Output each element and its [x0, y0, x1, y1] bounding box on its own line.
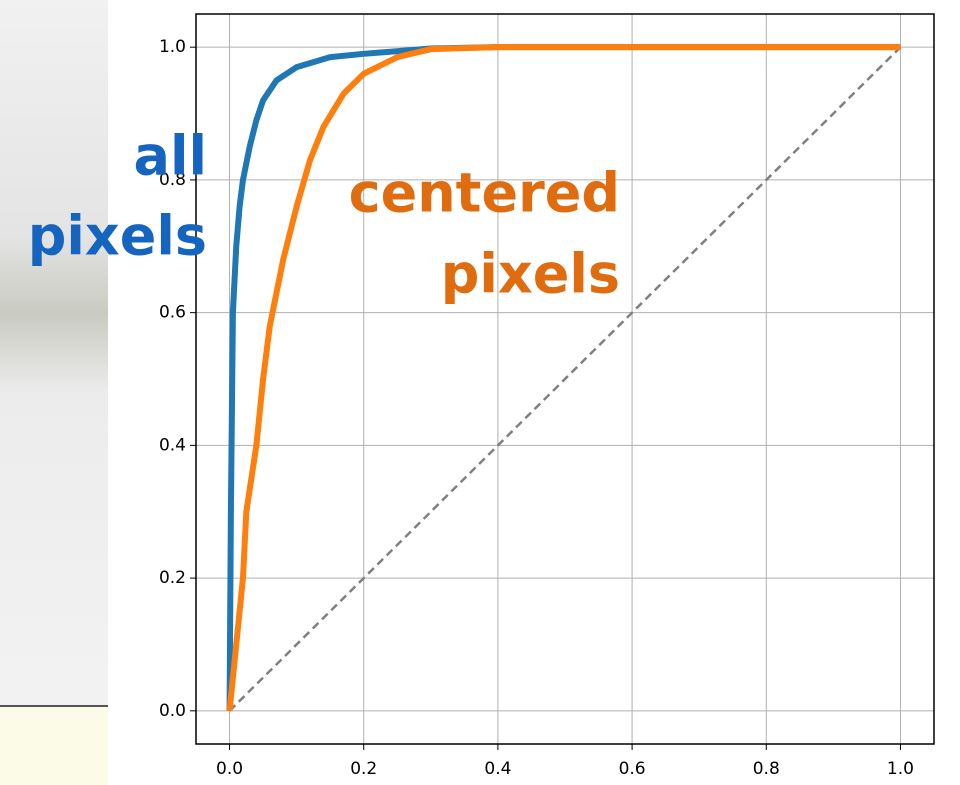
annotation: centered — [349, 162, 620, 225]
x-tick-label: 1.0 — [887, 759, 914, 779]
y-tick-label: 0.8 — [159, 170, 186, 190]
background-box — [0, 705, 110, 785]
x-tick-label: 0.6 — [619, 759, 646, 779]
x-tick-label: 0.4 — [484, 759, 511, 779]
series-line — [226, 44, 901, 711]
series-line — [228, 46, 902, 712]
y-tick-label: 0.0 — [159, 701, 186, 721]
annotation: pixels — [441, 243, 620, 306]
y-tick-label: 0.2 — [159, 568, 186, 588]
x-tick-label: 0.8 — [753, 759, 780, 779]
plot-frame — [195, 13, 935, 745]
annotation: pixels — [28, 205, 207, 268]
plot: 0.0 0.2 0.4 0.6 0.8 1.0 0.0 0.2 0.4 0.6 0.8 1.0 — [159, 13, 935, 779]
series-line — [226, 44, 901, 712]
annotation: all — [134, 125, 207, 188]
y-tick-label: 1.0 — [159, 37, 186, 57]
y-tick-label: 0.4 — [159, 435, 186, 455]
x-tick-label: 0.2 — [350, 759, 377, 779]
x-tick-label: 0.0 — [216, 759, 243, 779]
chart-panel — [108, 0, 960, 785]
y-tick-label: 0.6 — [159, 303, 186, 323]
